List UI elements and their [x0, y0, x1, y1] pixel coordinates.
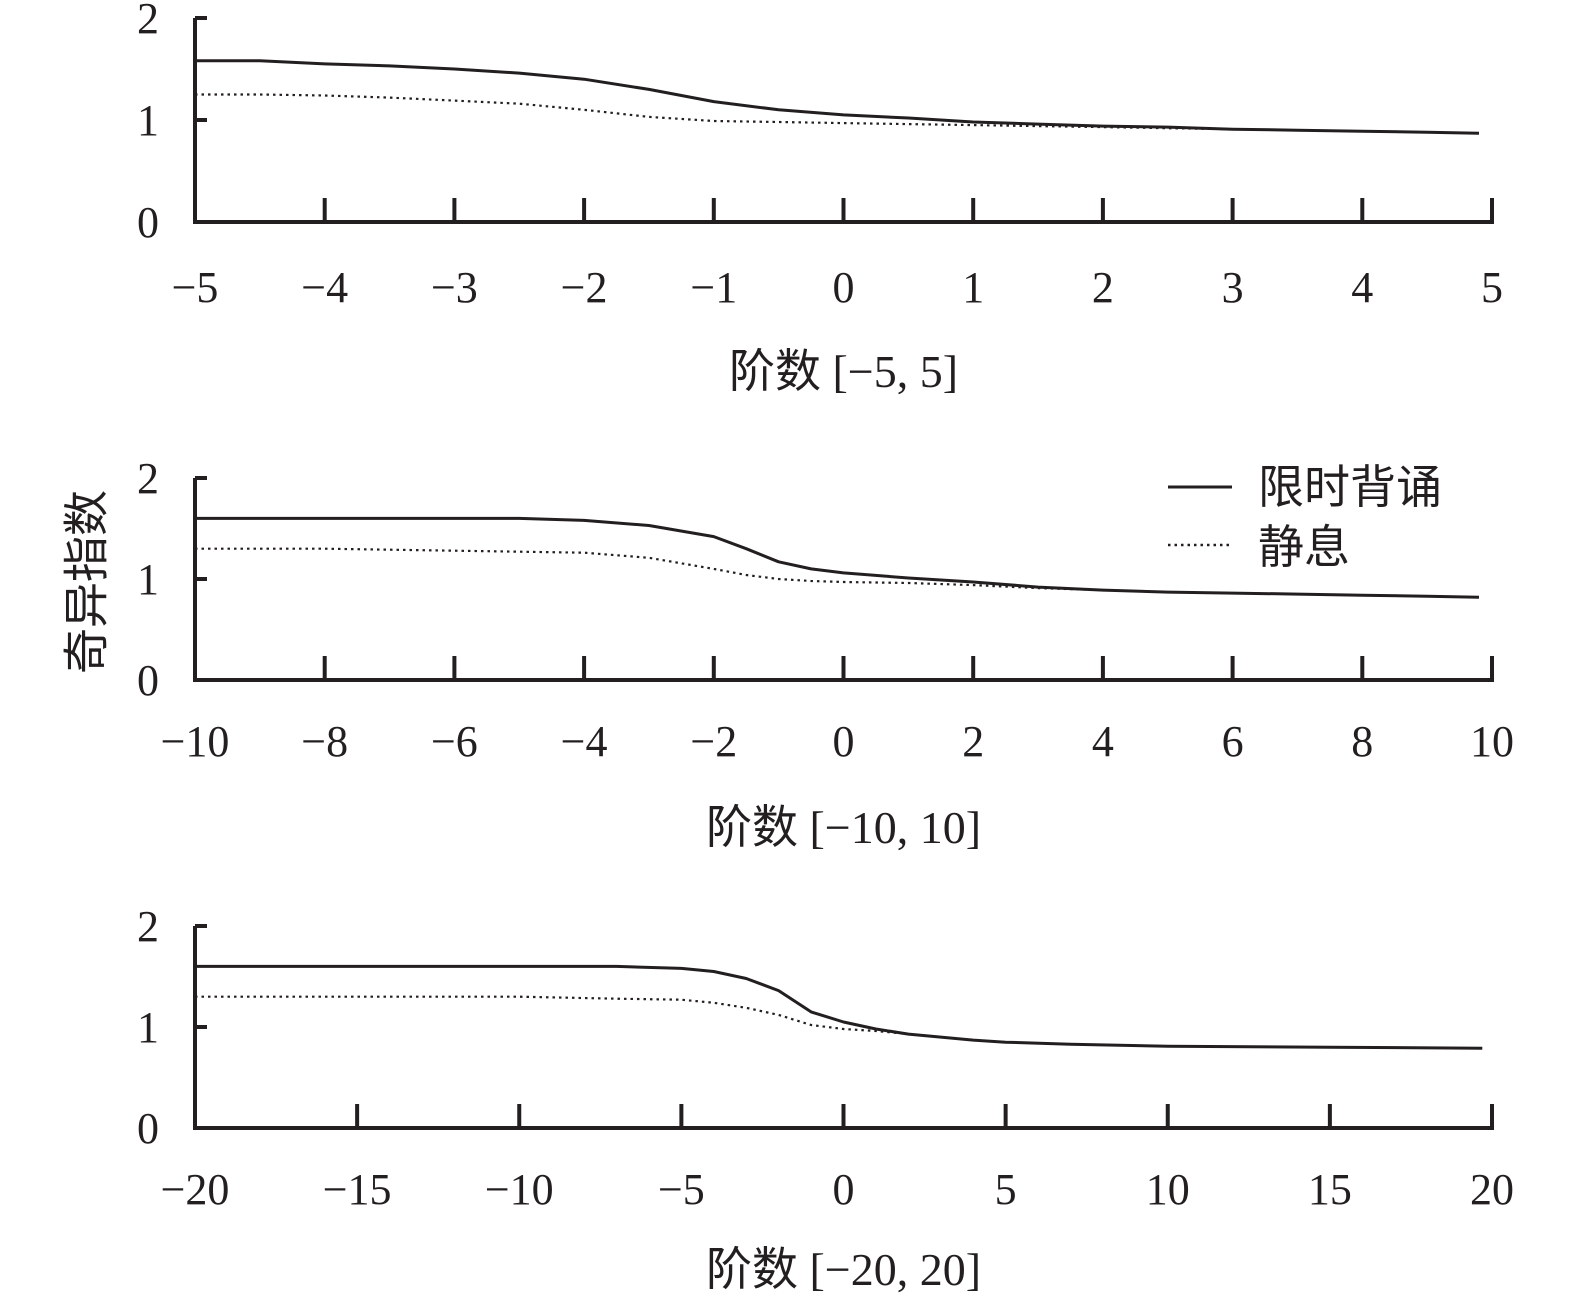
- x-axis-label: 阶数 [−10, 10]: [706, 802, 981, 853]
- series-line-dotted: [195, 93, 1480, 135]
- x-tick-label: −10: [161, 717, 230, 766]
- x-tick-label: −5: [172, 263, 219, 312]
- y-tick-label: 1: [137, 96, 159, 145]
- legend: 限时背诵 静息: [1168, 462, 1442, 573]
- chart-panel-2: 0 1 2 −10 −8 −6 −4 −2 0 2 4 6 8 10 阶数 [−10, 10]: [137, 454, 1514, 853]
- x-tick-label: 0: [833, 1165, 855, 1214]
- x-tick-label: 15: [1308, 1165, 1352, 1214]
- series-line-dotted: [195, 995, 1483, 1050]
- series-line-solid: [195, 59, 1480, 135]
- y-tick-label: 2: [137, 0, 159, 43]
- x-tick-label: −8: [301, 717, 348, 766]
- x-tick-label: −2: [561, 263, 608, 312]
- x-axis-label: 阶数 [−5, 5]: [729, 346, 958, 397]
- x-tick-label: 1: [962, 263, 984, 312]
- x-tick-label: −1: [690, 263, 737, 312]
- x-tick-label: 4: [1351, 263, 1373, 312]
- x-tick-label: −2: [690, 717, 737, 766]
- legend-label-dotted: 静息: [1258, 522, 1350, 573]
- x-tick-label: 3: [1222, 263, 1244, 312]
- y-tick-label: 0: [137, 656, 159, 705]
- y-tick-label: 0: [137, 198, 159, 247]
- x-tick-label: 0: [833, 263, 855, 312]
- x-tick-label: 2: [1092, 263, 1114, 312]
- chart-panels: 012−5 −4 −3 −2 −1 0 1 2 3 4 5阶数 [−5, 5]012−10 −8 −6−…: [137, 0, 1514, 1295]
- y-tick-label: 1: [137, 1003, 159, 1052]
- x-tick-label: 6: [1222, 717, 1244, 766]
- x-tick-label: 20: [1470, 1165, 1514, 1214]
- series-line-dotted: [195, 547, 1480, 599]
- x-tick-label: −20: [161, 1165, 230, 1214]
- x-axis-label: 阶数 [−20, 20]: [706, 1244, 981, 1295]
- x-tick-label: −3: [431, 263, 478, 312]
- x-tick-label: 8: [1351, 717, 1373, 766]
- x-tick-label: 10: [1146, 1165, 1190, 1214]
- x-tick-label: −15: [323, 1165, 392, 1214]
- y-tick-label: 0: [137, 1104, 159, 1153]
- x-tick-label: −4: [301, 263, 348, 312]
- x-tick-label: 10: [1470, 717, 1514, 766]
- series-line-solid: [195, 516, 1480, 599]
- x-tick-label: 5: [1481, 263, 1503, 312]
- y-tick-label: 2: [137, 902, 159, 951]
- x-tick-label: −10: [485, 1165, 554, 1214]
- y-axis-label: 奇异指数: [62, 490, 113, 674]
- y-tick-label: 1: [137, 555, 159, 604]
- x-tick-label: 4: [1092, 717, 1114, 766]
- x-tick-label: −6: [431, 717, 478, 766]
- x-tick-label: −5: [658, 1165, 705, 1214]
- x-tick-label: 2: [962, 717, 984, 766]
- chart-panel-1: 0 1 2 −5 −4 −3 −2 −1 0 1 2 3 4 5 阶数 [−5, 5]: [137, 0, 1503, 397]
- x-tick-label: −4: [561, 717, 608, 766]
- x-tick-label: 5: [995, 1165, 1017, 1214]
- x-tick-label: 0: [833, 717, 855, 766]
- chart-panel-3: 0 1 2 −20 −15 −10 −5 0 5 10 15 20 阶数 [−20, 20]: [137, 902, 1514, 1295]
- y-tick-label: 2: [137, 454, 159, 503]
- legend-label-solid: 限时背诵: [1258, 462, 1442, 513]
